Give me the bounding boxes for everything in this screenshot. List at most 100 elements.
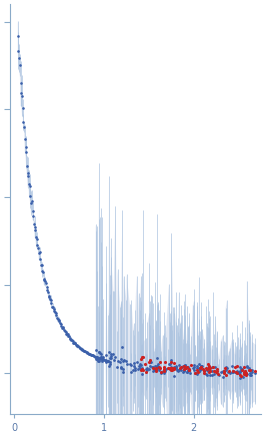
Point xyxy=(98,355,102,362)
Point xyxy=(208,368,212,375)
Point xyxy=(172,364,176,371)
Point xyxy=(211,367,216,374)
Point xyxy=(138,361,142,368)
Point xyxy=(206,368,211,375)
Point xyxy=(85,349,89,356)
Point xyxy=(230,368,235,375)
Point xyxy=(139,355,143,362)
Point xyxy=(231,368,235,375)
Point xyxy=(245,364,249,371)
Point xyxy=(139,361,143,368)
Point xyxy=(60,324,64,331)
Point xyxy=(186,363,190,370)
Point xyxy=(105,357,109,364)
Point xyxy=(61,325,65,332)
Point xyxy=(47,292,51,299)
Point xyxy=(41,269,45,276)
Point xyxy=(172,365,176,372)
Point xyxy=(138,365,142,372)
Point xyxy=(224,363,228,370)
Point xyxy=(39,261,43,268)
Point xyxy=(205,366,209,373)
Point xyxy=(37,249,42,256)
Point xyxy=(198,365,202,372)
Point xyxy=(221,368,226,375)
Point xyxy=(111,350,115,357)
Point xyxy=(210,368,214,375)
Point xyxy=(140,354,144,361)
Point xyxy=(78,344,82,351)
Point xyxy=(104,358,108,365)
Point xyxy=(84,348,88,355)
Point xyxy=(206,368,211,375)
Point xyxy=(50,303,54,310)
Point xyxy=(35,235,39,242)
Point xyxy=(72,339,76,346)
Point xyxy=(24,149,28,156)
Point xyxy=(83,348,87,355)
Point xyxy=(177,367,181,374)
Point xyxy=(96,354,101,361)
Point xyxy=(101,356,105,363)
Point xyxy=(247,364,251,371)
Point xyxy=(223,365,227,372)
Point xyxy=(139,366,143,373)
Point xyxy=(215,369,219,376)
Point xyxy=(199,363,203,370)
Point xyxy=(159,369,163,376)
Point xyxy=(235,369,239,376)
Point xyxy=(206,365,210,372)
Point xyxy=(151,367,155,374)
Point xyxy=(22,123,26,130)
Point xyxy=(186,364,190,371)
Point xyxy=(163,358,167,365)
Point xyxy=(119,364,123,371)
Point xyxy=(179,367,183,374)
Point xyxy=(46,289,50,296)
Point xyxy=(73,340,77,347)
Point xyxy=(198,364,202,371)
Point xyxy=(186,368,190,375)
Point xyxy=(238,368,242,375)
Point xyxy=(168,365,173,372)
Point xyxy=(207,365,211,372)
Point xyxy=(161,368,165,375)
Point xyxy=(113,354,118,361)
Point xyxy=(74,341,78,348)
Point xyxy=(105,357,110,364)
Point xyxy=(215,371,220,378)
Point xyxy=(91,352,95,359)
Point xyxy=(121,358,125,365)
Point xyxy=(19,80,23,87)
Point xyxy=(134,359,139,366)
Point xyxy=(29,199,33,206)
Point xyxy=(159,369,163,376)
Point xyxy=(239,366,243,373)
Point xyxy=(49,296,53,303)
Point xyxy=(252,368,257,375)
Point xyxy=(153,367,158,374)
Point xyxy=(222,368,226,375)
Point xyxy=(148,357,152,364)
Point xyxy=(106,357,111,364)
Point xyxy=(21,118,25,125)
Point xyxy=(25,169,30,176)
Point xyxy=(30,208,35,215)
Point xyxy=(64,330,68,337)
Point xyxy=(42,275,46,282)
Point xyxy=(196,368,200,375)
Point xyxy=(38,256,42,263)
Point xyxy=(97,354,101,361)
Point xyxy=(226,369,230,376)
Point xyxy=(172,359,176,366)
Point xyxy=(191,364,195,371)
Point xyxy=(70,337,74,344)
Point xyxy=(101,356,105,363)
Point xyxy=(42,277,47,284)
Point xyxy=(149,359,153,366)
Point xyxy=(182,361,187,368)
Point xyxy=(129,362,134,369)
Point xyxy=(141,354,145,361)
Point xyxy=(208,364,212,371)
Point xyxy=(185,368,189,375)
